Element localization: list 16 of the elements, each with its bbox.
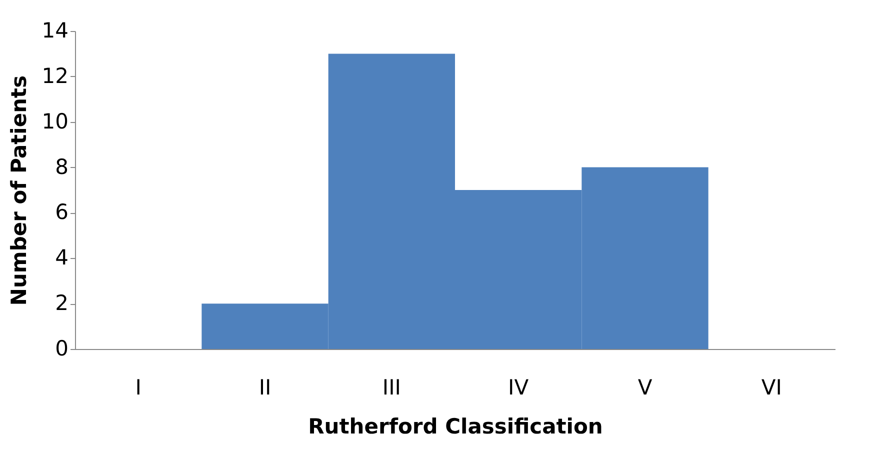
x-axis-title: Rutherford Classification xyxy=(308,414,603,438)
y-axis-title: Number of Patients xyxy=(6,75,31,306)
y-tick-label: 10 xyxy=(42,109,68,134)
y-tick-label: 6 xyxy=(55,200,68,224)
y-tick-label: 12 xyxy=(42,64,68,88)
x-tick-label: II xyxy=(258,376,272,400)
x-tick-label: VI xyxy=(761,376,782,400)
x-tick-label: III xyxy=(382,376,401,400)
y-tick-label: 14 xyxy=(42,18,68,42)
x-tick-label: I xyxy=(135,376,142,400)
y-tick-label: 4 xyxy=(55,246,68,270)
x-tick-label: IV xyxy=(508,376,530,400)
y-tick-label: 2 xyxy=(55,291,68,316)
x-tick-label: V xyxy=(638,376,653,400)
y-tick-label: 0 xyxy=(55,336,68,360)
y-tick-label: 8 xyxy=(55,154,68,179)
